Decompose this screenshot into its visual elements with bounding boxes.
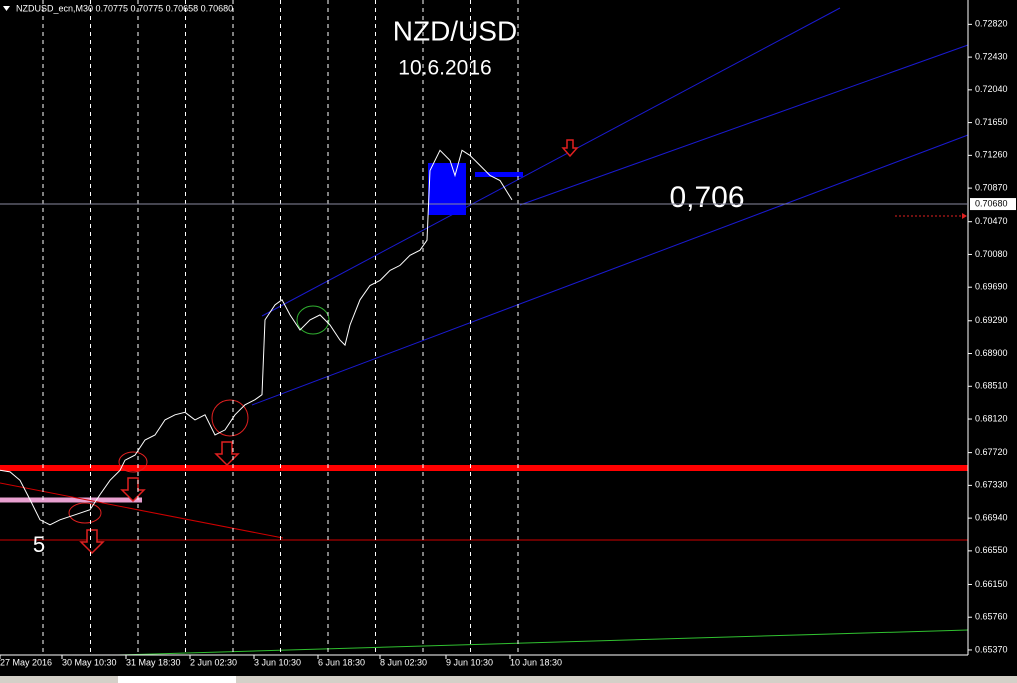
y-tick-label: 0.72430 (975, 51, 1008, 61)
y-tick-label: 0.67330 (975, 480, 1008, 490)
channel-bottom (251, 134, 969, 406)
y-tick-label: 0.67720 (975, 447, 1008, 457)
channel-mid (519, 44, 969, 206)
y-tick-label: 0.69290 (975, 315, 1008, 325)
x-tick-label: 8 Jun 02:30 (380, 657, 427, 667)
current-price-label: 0.70680 (975, 198, 1008, 208)
green-line (117, 629, 969, 656)
y-tick-label: 0.68900 (975, 348, 1008, 358)
blue-bar (475, 172, 523, 177)
chart-subtitle: 10.6.2016 (398, 57, 491, 80)
chart-title: NZD/USD (393, 15, 517, 46)
y-tick-label: 0.68510 (975, 381, 1008, 391)
circle (296, 305, 330, 335)
y-tick-label: 0.70870 (975, 182, 1008, 192)
trend-line (0, 482, 284, 539)
x-tick-label: 2 Jun 02:30 (190, 657, 237, 667)
x-tick-label: 10 Jun 18:30 (510, 657, 562, 667)
annotation: 0,706 (669, 181, 744, 214)
header-arrow (3, 6, 10, 11)
y-tick-label: 0.70080 (975, 249, 1008, 259)
x-tick-label: 30 May 10:30 (62, 657, 117, 667)
annotation: 5 (33, 532, 45, 557)
y-tick-label: 0.71650 (975, 117, 1008, 127)
x-tick-label: 27 May 2016 (0, 657, 52, 667)
y-tick-label: 0.65760 (975, 612, 1008, 622)
y-tick-label: 0.68120 (975, 413, 1008, 423)
down-arrow (561, 139, 579, 158)
circle (118, 451, 148, 473)
circle (68, 502, 102, 524)
x-tick-label: 9 Jun 10:30 (446, 657, 493, 667)
price-line (0, 149, 513, 526)
current-price-box (970, 198, 1016, 211)
y-tick-label: 0.69690 (975, 282, 1008, 292)
circle (211, 399, 249, 437)
channel-top (261, 7, 841, 317)
y-tick-label: 0.72820 (975, 19, 1008, 29)
y-tick-label: 0.71260 (975, 150, 1008, 160)
y-tick-label: 0.65370 (975, 644, 1008, 654)
y-tick-label: 0.66150 (975, 579, 1008, 589)
blue-box (428, 163, 466, 215)
y-tick-label: 0.66940 (975, 512, 1008, 522)
down-arrow (79, 529, 105, 555)
price-marker-arrow (962, 213, 967, 219)
x-tick-label: 31 May 18:30 (126, 657, 181, 667)
header: NZDUSD_ecn,M30 0.70775 0.70775 0.70658 0… (16, 3, 233, 13)
x-tick-label: 3 Jun 10:30 (254, 657, 301, 667)
y-tick-label: 0.70470 (975, 216, 1008, 226)
y-tick-label: 0.72040 (975, 84, 1008, 94)
x-tick-label: 6 Jun 18:30 (318, 657, 365, 667)
active-tab (118, 676, 236, 683)
y-tick-label: 0.66550 (975, 545, 1008, 555)
tab-strip (0, 676, 1017, 683)
